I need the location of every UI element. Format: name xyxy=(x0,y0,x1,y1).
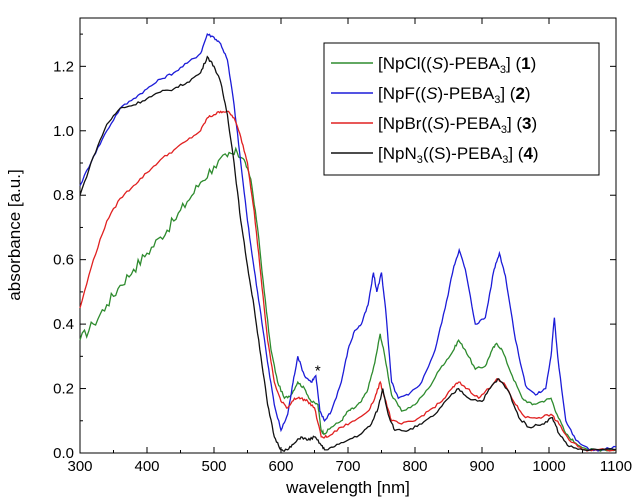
x-tick-label: 500 xyxy=(201,458,226,475)
series-line-2 xyxy=(79,32,617,452)
x-tick-label: 1000 xyxy=(532,458,565,475)
x-tick-label: 700 xyxy=(335,458,360,475)
y-tick-label: 1.2 xyxy=(53,58,74,75)
y-axis-title: absorbance [a.u.] xyxy=(5,169,24,300)
x-axis-title: wavelength [nm] xyxy=(285,478,410,497)
x-tick-label: 1100 xyxy=(600,458,632,475)
x-tick-label: 300 xyxy=(67,458,92,475)
y-tick-label: 0.2 xyxy=(53,381,74,398)
x-tick-label: 800 xyxy=(402,458,427,475)
legend-label-2: [NpF((S)-PEBA3] (2) xyxy=(378,84,531,106)
x-tick-label: 400 xyxy=(134,458,159,475)
series-line-1 xyxy=(79,146,617,452)
y-tick-label: 0.4 xyxy=(53,316,74,333)
tick-labels: 300 400 500 600 700 800 900 1000 1100 0.0 0.2 0.4 0.… xyxy=(53,58,632,475)
series-lines xyxy=(79,32,617,452)
y-tick-label: 0.8 xyxy=(53,187,74,204)
annotation-asterisk: * xyxy=(315,363,321,380)
y-tick-label: 1.0 xyxy=(53,123,74,140)
axis-ticks xyxy=(79,18,617,454)
legend-label-4: [NpN3((S)-PEBA3] (4) xyxy=(378,144,539,166)
series-line-4 xyxy=(79,55,617,452)
x-tick-label: 600 xyxy=(268,458,293,475)
series-line-3 xyxy=(79,110,617,452)
legend: [NpCl((S)-PEBA3] (1) [NpF((S)-PEBA3] (2) [… xyxy=(323,42,600,176)
x-tick-label: 900 xyxy=(469,458,494,475)
y-tick-label: 0.6 xyxy=(53,252,74,269)
y-tick-label: 0.0 xyxy=(53,445,74,462)
legend-label-3: [NpBr((S)-PEBA3] (3) xyxy=(378,114,537,136)
legend-label-1: [NpCl((S)-PEBA3] (1) xyxy=(378,54,536,76)
